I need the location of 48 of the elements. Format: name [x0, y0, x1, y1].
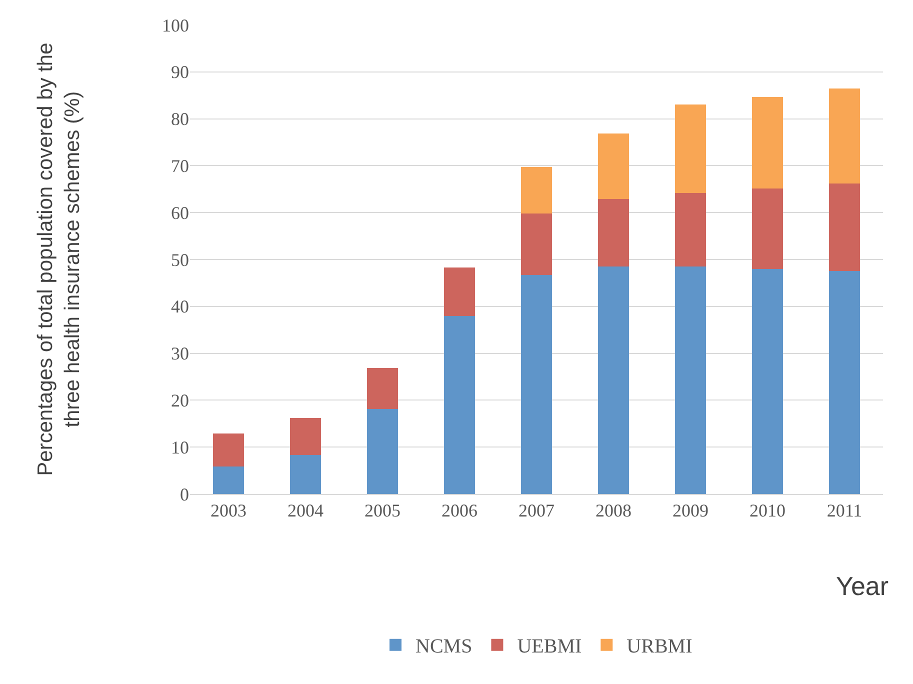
x-tick-label: 2009 — [672, 500, 708, 521]
bar — [213, 466, 244, 494]
bar — [444, 267, 475, 316]
y-tick-label: 20 — [171, 390, 189, 410]
bar — [290, 455, 321, 494]
x-tick-label: 2003 — [210, 500, 246, 521]
bar — [598, 266, 629, 494]
bar — [521, 167, 552, 214]
y-tick-label: 40 — [171, 296, 189, 317]
bar — [829, 88, 860, 184]
bar — [752, 268, 783, 494]
bar — [675, 266, 706, 494]
bar — [444, 316, 475, 494]
x-axis-title: Year — [836, 571, 889, 601]
legend-label: URBMI — [626, 636, 692, 658]
bar — [598, 199, 629, 267]
x-tick-label: 2008 — [596, 500, 632, 521]
legend-label: NCMS — [416, 636, 472, 658]
bar — [829, 270, 860, 494]
bar — [675, 104, 706, 193]
bar — [675, 192, 706, 267]
y-tick-label: 50 — [171, 250, 189, 270]
bar — [290, 418, 321, 456]
x-tick-label: 2006 — [442, 500, 478, 521]
x-tick-label: 2007 — [518, 500, 554, 521]
bar — [598, 133, 629, 199]
bar — [521, 274, 552, 494]
bar — [752, 96, 783, 189]
y-tick-label: 100 — [162, 15, 189, 36]
y-tick-label: 90 — [171, 62, 189, 82]
y-tick-label: 0 — [180, 484, 189, 504]
x-tick-label: 2011 — [826, 500, 862, 521]
bar — [829, 184, 860, 271]
bar — [752, 188, 783, 269]
bar — [367, 368, 398, 410]
y-tick-label: 70 — [171, 156, 189, 176]
legend-label: UEBMI — [517, 636, 582, 658]
bar — [521, 214, 552, 275]
x-tick-label: 2005 — [364, 500, 400, 521]
y-tick-label: 60 — [171, 202, 189, 223]
bar — [213, 434, 244, 466]
y-tick-label: 30 — [171, 344, 189, 364]
y-axis-title: Percentages of total population covered by the three health insurance schemes (%) — [34, 42, 84, 476]
x-tick-label: 2004 — [288, 500, 324, 521]
bar — [367, 409, 398, 494]
y-tick-label: 10 — [171, 437, 189, 458]
x-tick-label: 2010 — [750, 500, 786, 521]
y-tick-label: 80 — [171, 109, 189, 130]
